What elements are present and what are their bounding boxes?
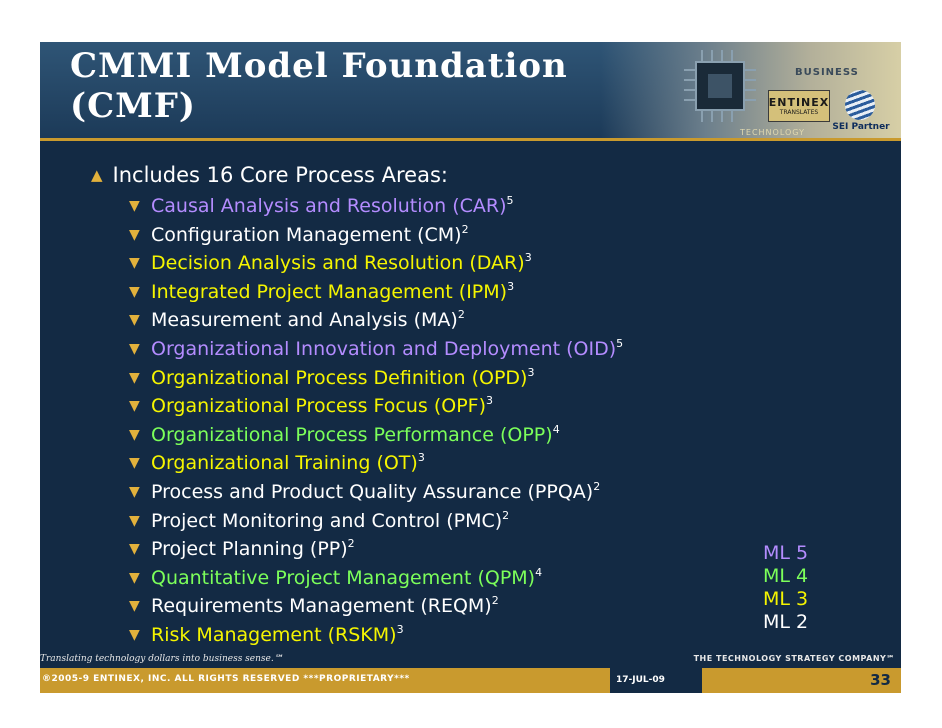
process-area-name: Quantitative Project Management (QPM) [151, 566, 536, 589]
main-bullet: ▲ Includes 16 Core Process Areas: [91, 163, 448, 187]
process-area-name: Project Planning (PP) [151, 538, 348, 561]
entinex-logo-sub: TRANSLATES [779, 109, 819, 116]
maturity-level-superscript: 2 [502, 508, 510, 522]
sei-partner-logo: SEI Partner [825, 90, 897, 136]
microchip-icon [684, 50, 756, 122]
triangle-down-bullet-icon: ▼ [129, 455, 140, 472]
slide-title-line2: (CMF) [70, 86, 197, 126]
maturity-level-superscript: 2 [461, 222, 469, 236]
triangle-down-bullet-icon: ▼ [129, 369, 140, 386]
maturity-level-superscript: 4 [535, 565, 543, 579]
triangle-down-bullet-icon: ▼ [129, 598, 140, 615]
maturity-level-superscript: 3 [417, 451, 425, 465]
maturity-level-superscript: 5 [616, 336, 624, 350]
maturity-level-superscript: 5 [506, 194, 514, 207]
entinex-logo-name: ENTINEX [768, 96, 830, 109]
process-area-item: ▼ Requirements Management (REQM)2 [129, 592, 623, 621]
tagline: Translating technology dollars into busi… [40, 654, 283, 664]
slide-date: 17-JUL-09 [616, 675, 665, 685]
slide-title-line1: CMMI Model Foundation [70, 46, 568, 86]
triangle-down-bullet-icon: ▼ [129, 226, 140, 243]
process-area-item: ▼ Causal Analysis and Resolution (CAR)5 [129, 192, 623, 221]
maturity-level-superscript: 2 [593, 479, 601, 493]
triangle-down-bullet-icon: ▼ [129, 398, 140, 415]
slide: CMMI Model Foundation (CMF) BUSINESS ENT… [40, 42, 901, 693]
maturity-level-superscript: 2 [347, 537, 355, 551]
maturity-level-label: ML 4 [763, 565, 809, 587]
slide-footer: ®2005-9 ENTINEX, INC. ALL RIGHTS RESERVE… [40, 668, 901, 693]
maturity-level-superscript: 4 [552, 422, 560, 436]
process-area-name: Requirements Management (REQM) [151, 595, 492, 618]
maturity-level-legend: ML 5 ML 4 ML 3 ML 2 [763, 542, 808, 634]
maturity-level-superscript: 2 [491, 594, 499, 608]
process-area-item: ▼ Process and Product Quality Assurance (… [129, 478, 623, 507]
process-area-item: ▼ Project Monitoring and Control (PMC)2 [129, 507, 623, 536]
process-area-name: Project Monitoring and Control (PMC) [151, 509, 503, 532]
process-area-item: ▼ Project Planning (PP)2 [129, 535, 623, 564]
maturity-level-label: ML 5 [763, 542, 809, 564]
triangle-down-bullet-icon: ▼ [129, 426, 140, 443]
sei-partner-text: SEI Partner [832, 122, 890, 132]
logo-technology-label: TECHNOLOGY [740, 128, 805, 137]
triangle-down-bullet-icon: ▼ [129, 255, 140, 272]
triangle-down-bullet-icon: ▼ [129, 283, 140, 300]
sei-globe-icon [845, 90, 875, 120]
maturity-level-label: ML 2 [763, 611, 809, 633]
triangle-down-bullet-icon: ▼ [129, 312, 140, 329]
date-box: 17-JUL-09 [610, 668, 702, 693]
process-area-list: ▼ Causal Analysis and Resolution (CAR)5 ▼ C… [129, 192, 623, 650]
company-slogan: THE TECHNOLOGY STRATEGY COMPANY℠ [693, 654, 895, 663]
triangle-down-bullet-icon: ▼ [129, 569, 140, 586]
slide-header: CMMI Model Foundation (CMF) BUSINESS ENT… [40, 42, 901, 138]
copyright-notice: ®2005-9 ENTINEX, INC. ALL RIGHTS RESERVE… [42, 674, 410, 684]
page-number: 33 [870, 671, 891, 689]
process-area-item: ▼ Quantitative Project Management (QPM)4 [129, 564, 623, 593]
process-area-item: ▼ Organizational Process Focus (OPF)3 [129, 392, 623, 421]
process-area-item: ▼ Organizational Training (OT)3 [129, 449, 623, 478]
triangle-down-bullet-icon: ▼ [129, 626, 140, 643]
maturity-level-superscript: 3 [396, 622, 404, 636]
maturity-level-superscript: 2 [457, 308, 465, 322]
process-area-name: Configuration Management (CM) [151, 223, 462, 246]
triangle-down-bullet-icon: ▼ [129, 512, 140, 529]
maturity-level-superscript: 3 [507, 279, 515, 293]
process-area-name: Integrated Project Management (IPM) [151, 280, 508, 303]
entinex-logo: ENTINEX TRANSLATES [768, 90, 830, 122]
process-area-item: ▼ Integrated Project Management (IPM)3 [129, 278, 623, 307]
process-area-name: Decision Analysis and Resolution (DAR) [151, 252, 525, 275]
process-area-item: ▼ Organizational Process Definition (OPD)… [129, 364, 623, 393]
maturity-level-label: ML 3 [763, 588, 809, 610]
process-area-item: ▼ Risk Management (RSKM)3 [129, 621, 623, 650]
triangle-down-bullet-icon: ▼ [129, 483, 140, 500]
process-area-name: Organizational Process Performance (OPP) [151, 423, 553, 446]
process-area-name: Organizational Training (OT) [151, 452, 418, 475]
process-area-name: Organizational Process Focus (OPF) [151, 395, 487, 418]
maturity-level-superscript: 3 [524, 251, 532, 265]
triangle-down-bullet-icon: ▼ [129, 541, 140, 558]
process-area-item: ▼ Organizational Process Performance (OPP… [129, 421, 623, 450]
process-area-name: Measurement and Analysis (MA) [151, 309, 458, 332]
process-area-item: ▼ Measurement and Analysis (MA)2 [129, 306, 623, 335]
process-area-name: Organizational Innovation and Deployment… [151, 337, 617, 360]
header-divider [40, 138, 901, 141]
main-bullet-text: Includes 16 Core Process Areas: [112, 163, 448, 187]
logo-business-label: BUSINESS [795, 67, 859, 78]
process-area-name: Process and Product Quality Assurance (P… [151, 480, 594, 503]
maturity-level-superscript: 3 [486, 394, 494, 408]
maturity-level-superscript: 3 [527, 365, 535, 379]
process-area-name: Causal Analysis and Resolution (CAR) [151, 195, 507, 217]
triangle-up-bullet-icon: ▲ [91, 166, 103, 184]
process-area-name: Organizational Process Definition (OPD) [151, 366, 528, 389]
slide-title: CMMI Model Foundation (CMF) [70, 46, 690, 126]
process-area-item: ▼ Decision Analysis and Resolution (DAR)3 [129, 249, 623, 278]
triangle-down-bullet-icon: ▼ [129, 340, 140, 357]
process-area-name: Risk Management (RSKM) [151, 623, 397, 646]
process-area-item: ▼ Organizational Innovation and Deploymen… [129, 335, 623, 364]
process-area-item: ▼ Configuration Management (CM)2 [129, 221, 623, 250]
triangle-down-bullet-icon: ▼ [129, 198, 140, 214]
